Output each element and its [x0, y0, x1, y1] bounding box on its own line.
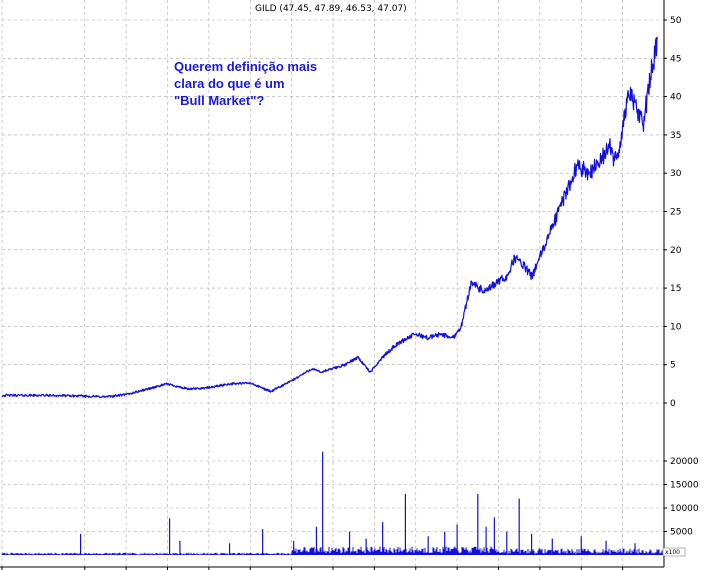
price-tick-label: 5 [670, 361, 676, 371]
price-tick-label: 35 [670, 131, 681, 141]
price-line [1, 36, 659, 399]
price-tick-label: 40 [670, 93, 682, 103]
volume-layer [1, 451, 664, 555]
annotation-line-2: clara do que é um [174, 76, 285, 91]
price-tick-label: 25 [670, 208, 681, 218]
volume-noise [1, 546, 664, 555]
volume-tick-label: 20000 [670, 457, 699, 467]
annotation-line-1: Querem definição mais [174, 59, 317, 74]
annotation-line-3: "Bull Market"? [174, 93, 264, 108]
volume-scale-box: x100 [662, 547, 686, 557]
chart-title: GILD (47.45, 47.89, 46.53, 47.07) [255, 4, 407, 14]
price-tick-label: 15 [670, 284, 681, 294]
volume-scale-label: x100 [665, 549, 680, 556]
volume-tick-label: 5000 [670, 528, 693, 538]
price-tick-label: 30 [670, 169, 682, 179]
volume-tick-label: 10000 [670, 504, 699, 514]
price-tick-label: 45 [670, 54, 681, 64]
grid-layer [1, 0, 664, 567]
price-tick-label: 0 [670, 399, 676, 409]
price-tick-label: 20 [670, 246, 682, 256]
volume-tick-label: 15000 [670, 481, 699, 491]
price-tick-label: 50 [670, 16, 682, 26]
price-layer [1, 36, 659, 399]
price-tick-label: 10 [670, 322, 682, 332]
